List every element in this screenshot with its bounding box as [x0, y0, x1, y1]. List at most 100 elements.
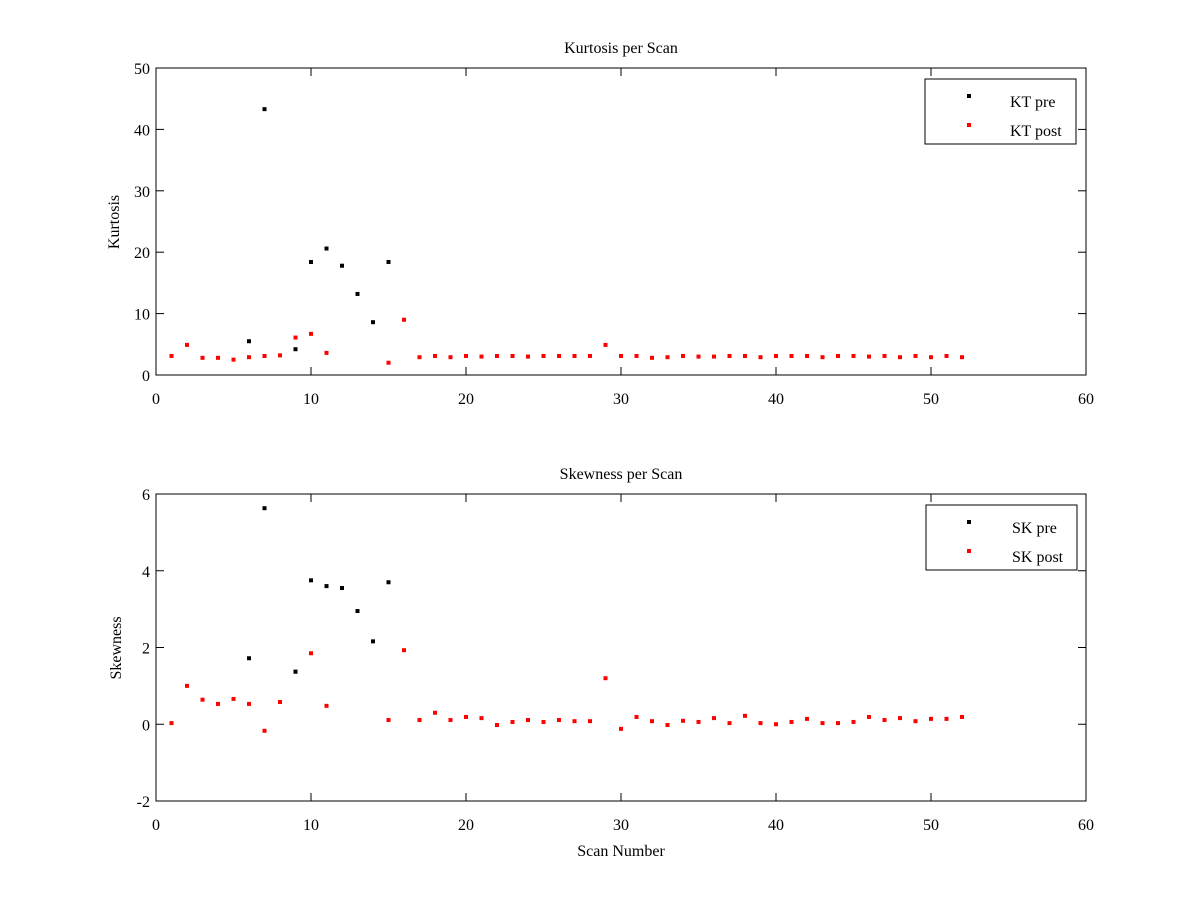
point-kt-post	[665, 355, 670, 360]
point-kt-pre	[386, 260, 391, 265]
point-kt-pre	[355, 291, 360, 296]
point-kt-post	[309, 331, 313, 336]
point-sk-post	[262, 728, 267, 733]
point-kt-post	[262, 353, 267, 358]
point-kt-post	[464, 353, 468, 358]
point-sk-post	[696, 719, 701, 724]
kurtosis-ticks: 0 10 20 30 40 50 60 0 10 20 30 40 50	[134, 61, 1094, 408]
point-sk-post	[820, 721, 825, 726]
point-kt-post	[929, 355, 933, 360]
point-kt-post	[650, 355, 654, 360]
point-kt-post	[448, 355, 453, 360]
point-sk-pre	[324, 584, 329, 589]
skewness-x-axis-label: Scan Number	[577, 843, 665, 860]
skewness-y-tick-label: 6	[142, 487, 150, 504]
point-sk-pre	[340, 586, 344, 591]
point-kt-post	[572, 353, 577, 358]
point-sk-post	[247, 701, 251, 706]
point-sk-post	[526, 718, 530, 723]
point-kt-pre	[309, 260, 313, 265]
legend-label-sk-post: SK post	[1012, 549, 1064, 566]
point-kt-post	[185, 342, 189, 347]
point-sk-post	[185, 683, 189, 688]
point-sk-pre	[262, 506, 267, 511]
point-kt-pre	[293, 347, 298, 352]
skewness-x-tick-label: 50	[923, 817, 939, 834]
point-kt-pre	[324, 246, 329, 251]
point-sk-post	[603, 676, 608, 681]
kurtosis-legend: KT pre KT post	[924, 78, 1077, 145]
kurtosis-y-tick-label: 30	[134, 184, 150, 201]
skewness-y-tick-label: 0	[142, 717, 150, 734]
point-kt-post	[789, 353, 794, 358]
point-kt-post	[681, 353, 685, 358]
point-kt-post	[495, 353, 499, 358]
skewness-y-tick-label: -2	[137, 794, 150, 811]
skewness-y-tick-label: 4	[142, 564, 150, 581]
point-kt-post	[479, 354, 484, 359]
skewness-panel: Skewness per Scan Skewness Scan Number 0…	[108, 466, 1094, 860]
kurtosis-x-tick-label: 40	[768, 391, 784, 408]
point-sk-post	[448, 718, 453, 723]
kurtosis-x-tick-label: 60	[1078, 391, 1094, 408]
point-sk-post	[665, 723, 670, 728]
kurtosis-points	[169, 107, 964, 365]
point-kt-post	[324, 350, 329, 355]
legend-label-kt-pre: KT pre	[1010, 94, 1055, 111]
point-sk-post	[898, 716, 902, 721]
kurtosis-x-tick-label: 0	[152, 391, 160, 408]
point-kt-post	[727, 353, 732, 358]
skewness-y-axis-label: Skewness	[108, 616, 125, 679]
point-sk-post	[650, 719, 654, 724]
point-sk-post	[743, 713, 747, 718]
point-kt-post	[293, 335, 298, 340]
point-sk-pre	[293, 669, 298, 674]
point-kt-post	[278, 353, 282, 358]
point-kt-post	[898, 355, 902, 360]
point-kt-post	[417, 355, 422, 360]
point-sk-post	[200, 697, 205, 702]
point-kt-post	[541, 353, 546, 358]
point-sk-post	[913, 719, 918, 724]
kurtosis-y-tick-label: 10	[134, 307, 150, 324]
point-kt-post	[758, 355, 763, 360]
point-sk-post	[712, 716, 716, 721]
point-kt-post	[960, 355, 964, 360]
point-kt-post	[712, 354, 716, 359]
skewness-x-tick-label: 10	[303, 817, 319, 834]
point-sk-pre	[386, 580, 391, 585]
point-kt-post	[634, 353, 639, 358]
legend-marker-sk-post	[967, 549, 971, 553]
point-kt-post	[619, 353, 623, 358]
point-sk-post	[758, 721, 763, 726]
legend-marker-kt-post	[967, 123, 971, 127]
point-sk-post	[789, 719, 794, 724]
point-kt-post	[169, 353, 174, 358]
skewness-x-tick-label: 0	[152, 817, 160, 834]
kurtosis-panel: Kurtosis per Scan Kurtosis 0 10 20 30 40 50 60…	[106, 40, 1094, 408]
point-kt-post	[851, 353, 856, 358]
kurtosis-x-tick-label: 50	[923, 391, 939, 408]
point-sk-post	[510, 719, 515, 724]
point-sk-post	[324, 703, 329, 708]
point-kt-post	[774, 353, 778, 358]
skewness-points	[169, 506, 964, 733]
point-kt-post	[557, 353, 561, 358]
point-sk-post	[727, 721, 732, 726]
point-sk-pre	[371, 639, 375, 644]
point-sk-post	[309, 651, 313, 656]
skewness-x-tick-label: 40	[768, 817, 784, 834]
point-kt-post	[433, 353, 437, 358]
point-kt-post	[216, 355, 220, 360]
kurtosis-y-tick-label: 40	[134, 122, 150, 139]
kurtosis-y-tick-label: 20	[134, 245, 150, 262]
point-sk-post	[619, 726, 623, 731]
point-sk-post	[867, 714, 871, 719]
point-sk-post	[464, 714, 468, 719]
skewness-x-tick-label: 60	[1078, 817, 1094, 834]
point-sk-post	[479, 716, 484, 721]
point-sk-post	[278, 699, 282, 704]
point-kt-pre	[247, 339, 251, 344]
